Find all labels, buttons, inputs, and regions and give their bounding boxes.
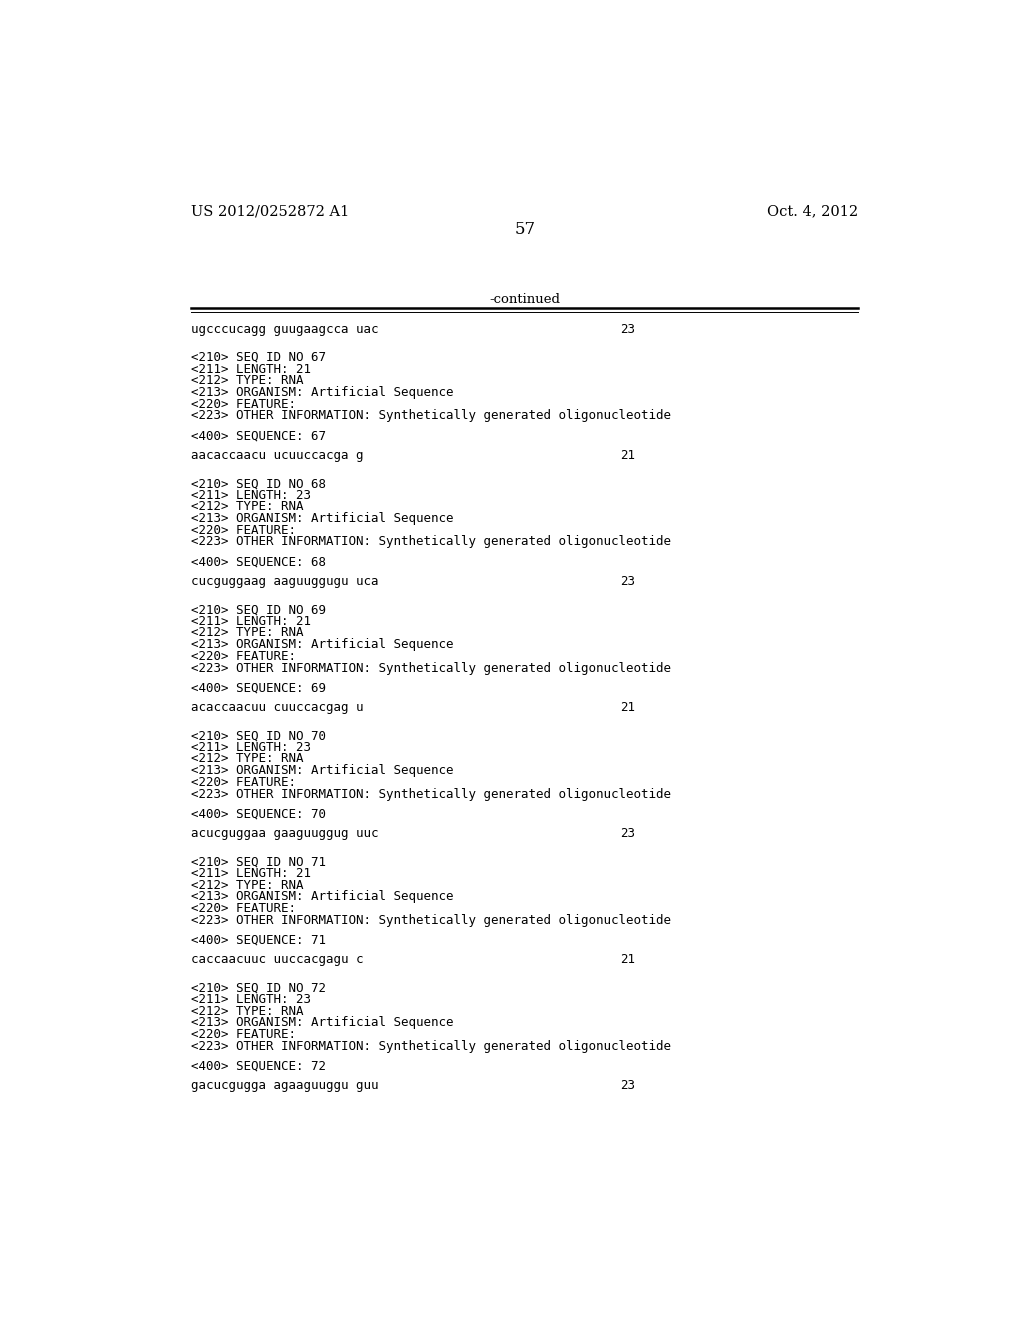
Text: gacucgugga agaaguuggu guu: gacucgugga agaaguuggu guu xyxy=(191,1080,379,1092)
Text: 21: 21 xyxy=(620,449,635,462)
Text: <223> OTHER INFORMATION: Synthetically generated oligonucleotide: <223> OTHER INFORMATION: Synthetically g… xyxy=(191,661,672,675)
Text: <212> TYPE: RNA: <212> TYPE: RNA xyxy=(191,627,304,639)
Text: 23: 23 xyxy=(620,576,635,589)
Text: <212> TYPE: RNA: <212> TYPE: RNA xyxy=(191,1005,304,1018)
Text: -continued: -continued xyxy=(489,293,560,305)
Text: <220> FEATURE:: <220> FEATURE: xyxy=(191,649,297,663)
Text: <223> OTHER INFORMATION: Synthetically generated oligonucleotide: <223> OTHER INFORMATION: Synthetically g… xyxy=(191,913,672,927)
Text: acucguggaa gaaguuggug uuc: acucguggaa gaaguuggug uuc xyxy=(191,828,379,841)
Text: <400> SEQUENCE: 70: <400> SEQUENCE: 70 xyxy=(191,808,327,820)
Text: <213> ORGANISM: Artificial Sequence: <213> ORGANISM: Artificial Sequence xyxy=(191,512,454,525)
Text: <212> TYPE: RNA: <212> TYPE: RNA xyxy=(191,500,304,513)
Text: <211> LENGTH: 21: <211> LENGTH: 21 xyxy=(191,615,311,628)
Text: <211> LENGTH: 23: <211> LENGTH: 23 xyxy=(191,488,311,502)
Text: <210> SEQ ID NO 70: <210> SEQ ID NO 70 xyxy=(191,729,327,742)
Text: <213> ORGANISM: Artificial Sequence: <213> ORGANISM: Artificial Sequence xyxy=(191,1016,454,1030)
Text: <220> FEATURE:: <220> FEATURE: xyxy=(191,902,297,915)
Text: <223> OTHER INFORMATION: Synthetically generated oligonucleotide: <223> OTHER INFORMATION: Synthetically g… xyxy=(191,409,672,422)
Text: <223> OTHER INFORMATION: Synthetically generated oligonucleotide: <223> OTHER INFORMATION: Synthetically g… xyxy=(191,1040,672,1052)
Text: <400> SEQUENCE: 71: <400> SEQUENCE: 71 xyxy=(191,933,327,946)
Text: <223> OTHER INFORMATION: Synthetically generated oligonucleotide: <223> OTHER INFORMATION: Synthetically g… xyxy=(191,788,672,800)
Text: <210> SEQ ID NO 67: <210> SEQ ID NO 67 xyxy=(191,351,327,364)
Text: <211> LENGTH: 21: <211> LENGTH: 21 xyxy=(191,363,311,376)
Text: <213> ORGANISM: Artificial Sequence: <213> ORGANISM: Artificial Sequence xyxy=(191,764,454,777)
Text: <220> FEATURE:: <220> FEATURE: xyxy=(191,1028,297,1041)
Text: 23: 23 xyxy=(620,1080,635,1092)
Text: caccaacuuc uuccacgagu c: caccaacuuc uuccacgagu c xyxy=(191,953,364,966)
Text: <213> ORGANISM: Artificial Sequence: <213> ORGANISM: Artificial Sequence xyxy=(191,385,454,399)
Text: <223> OTHER INFORMATION: Synthetically generated oligonucleotide: <223> OTHER INFORMATION: Synthetically g… xyxy=(191,536,672,549)
Text: ugcccucagg guugaagcca uac: ugcccucagg guugaagcca uac xyxy=(191,323,379,337)
Text: <210> SEQ ID NO 72: <210> SEQ ID NO 72 xyxy=(191,981,327,994)
Text: 23: 23 xyxy=(620,828,635,841)
Text: US 2012/0252872 A1: US 2012/0252872 A1 xyxy=(191,205,350,218)
Text: <213> ORGANISM: Artificial Sequence: <213> ORGANISM: Artificial Sequence xyxy=(191,638,454,651)
Text: 21: 21 xyxy=(620,953,635,966)
Text: <213> ORGANISM: Artificial Sequence: <213> ORGANISM: Artificial Sequence xyxy=(191,890,454,903)
Text: <210> SEQ ID NO 71: <210> SEQ ID NO 71 xyxy=(191,855,327,869)
Text: <400> SEQUENCE: 69: <400> SEQUENCE: 69 xyxy=(191,681,327,694)
Text: <212> TYPE: RNA: <212> TYPE: RNA xyxy=(191,752,304,766)
Text: <211> LENGTH: 23: <211> LENGTH: 23 xyxy=(191,741,311,754)
Text: <400> SEQUENCE: 72: <400> SEQUENCE: 72 xyxy=(191,1060,327,1072)
Text: <400> SEQUENCE: 68: <400> SEQUENCE: 68 xyxy=(191,556,327,569)
Text: aacaccaacu ucuuccacga g: aacaccaacu ucuuccacga g xyxy=(191,449,364,462)
Text: acaccaacuu cuuccacgag u: acaccaacuu cuuccacgag u xyxy=(191,701,364,714)
Text: 21: 21 xyxy=(620,701,635,714)
Text: <210> SEQ ID NO 69: <210> SEQ ID NO 69 xyxy=(191,603,327,616)
Text: <220> FEATURE:: <220> FEATURE: xyxy=(191,397,297,411)
Text: <220> FEATURE:: <220> FEATURE: xyxy=(191,524,297,537)
Text: <211> LENGTH: 21: <211> LENGTH: 21 xyxy=(191,867,311,880)
Text: Oct. 4, 2012: Oct. 4, 2012 xyxy=(767,205,858,218)
Text: <212> TYPE: RNA: <212> TYPE: RNA xyxy=(191,879,304,891)
Text: <212> TYPE: RNA: <212> TYPE: RNA xyxy=(191,375,304,387)
Text: <210> SEQ ID NO 68: <210> SEQ ID NO 68 xyxy=(191,477,327,490)
Text: 57: 57 xyxy=(514,222,536,239)
Text: <400> SEQUENCE: 67: <400> SEQUENCE: 67 xyxy=(191,429,327,442)
Text: cucguggaag aaguuggugu uca: cucguggaag aaguuggugu uca xyxy=(191,576,379,589)
Text: <211> LENGTH: 23: <211> LENGTH: 23 xyxy=(191,993,311,1006)
Text: <220> FEATURE:: <220> FEATURE: xyxy=(191,776,297,789)
Text: 23: 23 xyxy=(620,323,635,337)
